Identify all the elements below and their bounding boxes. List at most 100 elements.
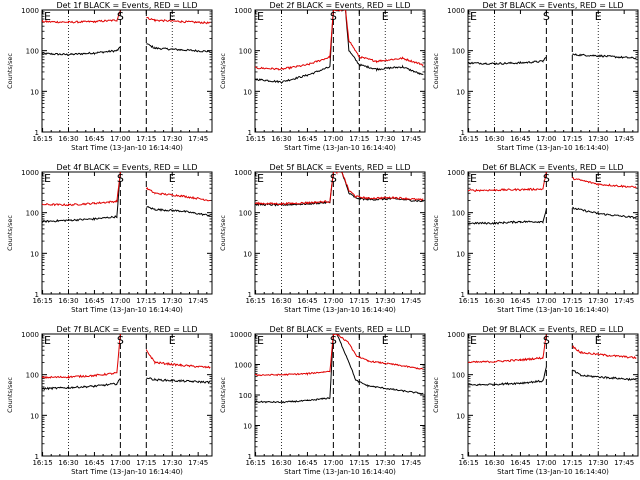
y-tick-label: 1 (248, 129, 252, 137)
panel-title: Det 9f BLACK = Events, RED = LLD (482, 325, 623, 334)
interval-marker-s: S (330, 172, 337, 185)
y-tick-label: 100 (239, 392, 252, 400)
x-tick-label: 16:15 (458, 297, 478, 305)
x-tick-label: 16:30 (58, 135, 78, 143)
series-line-events (255, 334, 424, 404)
y-tick-label: 1000 (447, 169, 465, 177)
x-tick-label: 17:30 (588, 297, 608, 305)
plot-frame (467, 171, 639, 295)
panel-title: Det 1f BLACK = Events, RED = LLD (56, 1, 197, 10)
y-tick-label: 10 (30, 250, 39, 258)
y-tick-label: 1000 (447, 331, 465, 339)
x-tick-label: 16:45 (297, 135, 317, 143)
series-line-lld (468, 172, 637, 193)
panel-title: Det 2f BLACK = Events, RED = LLD (269, 1, 410, 10)
x-tick-label: 17:15 (562, 459, 582, 467)
x-tick-label: 17:00 (323, 297, 343, 305)
x-axis-label: Start Time (13-Jan-10 16:14:40) (284, 468, 396, 476)
interval-marker-e: E (44, 10, 51, 23)
x-tick-label: 16:15 (245, 297, 265, 305)
series-line-events (468, 366, 637, 387)
x-axis-label: Start Time (13-Jan-10 16:14:40) (284, 306, 396, 314)
detector-panel-6 (467, 171, 639, 295)
y-axis-label: Counts/sec (432, 53, 440, 89)
x-tick-label: 17:30 (375, 135, 395, 143)
panel-title: Det 8f BLACK = Events, RED = LLD (269, 325, 410, 334)
detector-panel-9 (467, 333, 639, 457)
x-tick-label: 17:45 (188, 135, 208, 143)
interval-marker-e: E (595, 10, 602, 23)
x-tick-label: 17:45 (188, 459, 208, 467)
y-tick-label: 1000 (21, 7, 39, 15)
series-line-lld (255, 172, 424, 206)
y-tick-label: 10 (243, 250, 252, 258)
series-line-lld (255, 334, 424, 377)
y-tick-label: 10000 (230, 331, 252, 339)
x-axis-label: Start Time (13-Jan-10 16:14:40) (284, 144, 396, 152)
x-tick-label: 17:30 (588, 459, 608, 467)
x-tick-label: 17:00 (323, 459, 343, 467)
series-line-lld (468, 334, 637, 364)
y-axis-label: Counts/sec (6, 215, 14, 251)
x-tick-label: 16:30 (484, 297, 504, 305)
x-axis-label: Start Time (13-Jan-10 16:14:40) (71, 306, 183, 314)
x-tick-label: 16:30 (484, 135, 504, 143)
series-line-lld (42, 10, 211, 25)
series-line-lld (42, 334, 211, 379)
y-tick-label: 1000 (234, 7, 252, 15)
y-tick-label: 10 (456, 250, 465, 258)
x-tick-label: 16:15 (245, 459, 265, 467)
x-tick-label: 17:00 (110, 459, 130, 467)
y-tick-label: 100 (26, 210, 39, 218)
x-tick-label: 17:45 (401, 297, 421, 305)
y-axis-label: Counts/sec (219, 377, 227, 413)
detector-panel-8 (254, 333, 426, 457)
interval-marker-e: E (257, 172, 264, 185)
y-tick-label: 1 (461, 291, 465, 299)
x-tick-label: 16:45 (510, 297, 530, 305)
x-tick-label: 17:15 (136, 135, 156, 143)
y-tick-label: 1 (35, 453, 39, 461)
y-tick-label: 1000 (21, 169, 39, 177)
interval-marker-e: E (470, 172, 477, 185)
x-tick-label: 17:30 (162, 459, 182, 467)
x-tick-label: 17:15 (349, 135, 369, 143)
series-line-lld (255, 10, 424, 71)
x-tick-label: 17:45 (614, 135, 634, 143)
x-tick-label: 16:30 (58, 297, 78, 305)
x-tick-label: 16:15 (32, 459, 52, 467)
y-tick-label: 1 (461, 129, 465, 137)
interval-marker-e: E (257, 334, 264, 347)
y-axis-label: Counts/sec (432, 215, 440, 251)
x-tick-label: 17:30 (588, 135, 608, 143)
y-tick-label: 100 (26, 48, 39, 56)
y-axis-label: Counts/sec (6, 53, 14, 89)
series-line-events (42, 172, 211, 224)
y-tick-label: 1 (248, 291, 252, 299)
interval-marker-e: E (382, 334, 389, 347)
x-tick-label: 17:00 (536, 135, 556, 143)
interval-marker-s: S (543, 172, 550, 185)
plot-frame (41, 9, 213, 133)
x-tick-label: 17:15 (349, 297, 369, 305)
series-line-events (255, 10, 424, 85)
y-tick-label: 100 (239, 210, 252, 218)
x-tick-label: 16:15 (458, 135, 478, 143)
interval-marker-e: E (470, 334, 477, 347)
x-tick-label: 16:30 (58, 459, 78, 467)
interval-marker-e: E (169, 172, 176, 185)
y-axis-label: Counts/sec (6, 377, 14, 413)
x-axis-label: Start Time (13-Jan-10 16:14:40) (497, 306, 609, 314)
x-tick-label: 17:00 (110, 135, 130, 143)
y-tick-label: 100 (452, 210, 465, 218)
panel-title: Det 4f BLACK = Events, RED = LLD (56, 163, 197, 172)
plot-frame (254, 333, 426, 457)
series-line-events (42, 43, 211, 56)
interval-marker-e: E (44, 172, 51, 185)
series-line-lld (42, 172, 211, 207)
y-tick-label: 1 (35, 291, 39, 299)
y-axis-label: Counts/sec (432, 377, 440, 413)
x-tick-label: 17:30 (162, 135, 182, 143)
plot-frame (254, 171, 426, 295)
